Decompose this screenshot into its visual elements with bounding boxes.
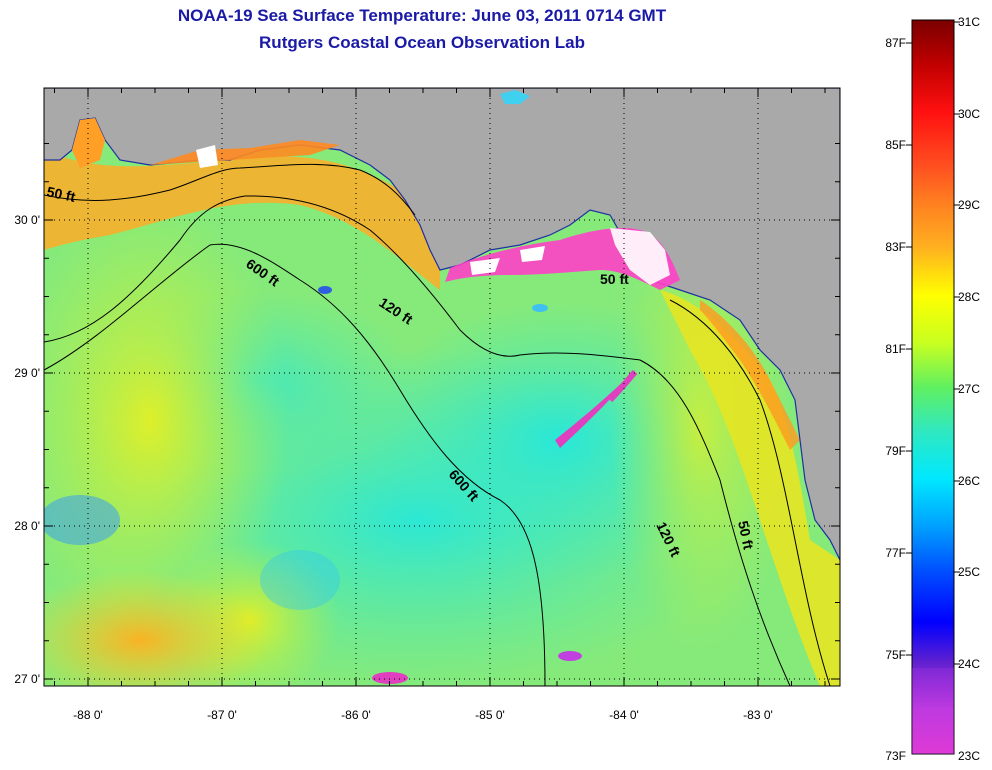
lat-label: 30 0' bbox=[14, 213, 40, 227]
contour-label: 50 ft bbox=[45, 183, 77, 205]
colorbar-f-label: 81F bbox=[885, 342, 906, 356]
colorbar bbox=[911, 19, 955, 755]
contour-label: 50 ft bbox=[735, 519, 757, 551]
colorbar-c-label: 29C bbox=[958, 198, 980, 212]
map-subtitle: Rutgers Coastal Ocean Observation Lab bbox=[259, 33, 585, 52]
colorbar-cold-band bbox=[912, 668, 954, 754]
lon-label: -85 0' bbox=[475, 708, 505, 722]
colorbar-c-label: 24C bbox=[958, 657, 980, 671]
colorbar-ticks bbox=[906, 21, 960, 665]
colorbar-c-label: 25C bbox=[958, 565, 980, 579]
lat-label: 29 0' bbox=[14, 366, 40, 380]
lat-label: 27 0' bbox=[14, 672, 40, 686]
contour-label: 50 ft bbox=[600, 271, 629, 287]
lon-label: -86 0' bbox=[341, 708, 371, 722]
colorbar-c-label: 31C bbox=[958, 15, 980, 29]
colorbar-c-label: 23C bbox=[958, 749, 980, 763]
lon-label: -87 0' bbox=[207, 708, 237, 722]
colorbar-f-label: 75F bbox=[885, 648, 906, 662]
colorbar-c-label: 30C bbox=[958, 107, 980, 121]
map-frame bbox=[43, 87, 841, 687]
colorbar-f-label: 85F bbox=[885, 138, 906, 152]
map-title: NOAA-19 Sea Surface Temperature: June 03… bbox=[177, 6, 667, 25]
axis-ticks bbox=[44, 88, 840, 686]
colorbar-c-label: 26C bbox=[958, 474, 980, 488]
lon-label: -88 0' bbox=[73, 708, 103, 722]
colorbar-f-label: 87F bbox=[885, 36, 906, 50]
colorbar-f-label: 73F bbox=[885, 749, 906, 763]
colorbar-f-label: 83F bbox=[885, 240, 906, 254]
colorbar-c-label: 27C bbox=[958, 382, 980, 396]
lat-label: 28 0' bbox=[14, 519, 40, 533]
colorbar-c-label: 28C bbox=[958, 290, 980, 304]
colorbar-f-label: 79F bbox=[885, 444, 906, 458]
lon-label: -83 0' bbox=[743, 708, 773, 722]
lon-label: -84 0' bbox=[609, 708, 639, 722]
colorbar-f-label: 77F bbox=[885, 546, 906, 560]
